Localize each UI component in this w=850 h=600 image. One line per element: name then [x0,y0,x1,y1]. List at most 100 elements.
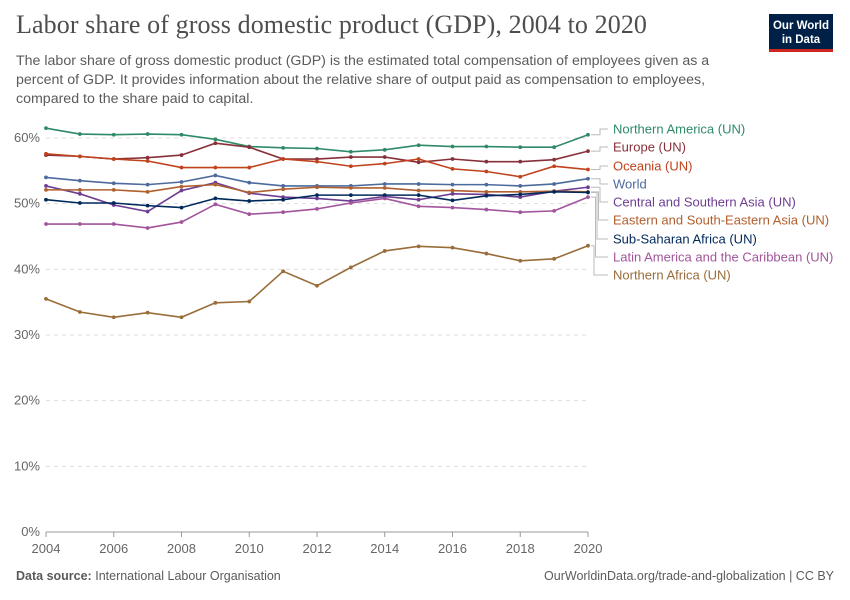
data-point [281,145,286,150]
y-tick-label: 30% [14,327,40,342]
data-point [552,208,557,213]
data-point [348,164,353,169]
data-point [44,197,48,202]
data-point [348,193,353,198]
data-point [281,269,286,274]
chart-subtitle: The labor share of gross domestic produc… [16,53,710,107]
data-point [552,157,557,162]
data-point [348,149,353,154]
data-point [348,186,353,190]
series-label: Northern America (UN) [613,122,745,137]
data-point [44,151,48,156]
data-point [348,155,353,159]
data-point [111,201,116,205]
data-point [450,205,455,210]
data-point [111,222,116,226]
data-point [450,182,455,187]
data-point [382,155,387,159]
data-point [416,244,421,249]
data-point [179,205,184,210]
data-point [145,189,150,194]
data-point [77,310,82,314]
label-connector [591,146,608,152]
data-point [213,173,218,178]
source-url[interactable]: OurWorldinData.org/trade-and-globalizati… [544,569,834,583]
series-label: Northern Africa (UN) [613,268,731,283]
data-point [213,182,218,187]
data-point [213,141,218,146]
data-point [382,249,387,253]
data-point [145,132,150,136]
data-point [179,184,184,189]
series-label: Sub-Saharan Africa (UN) [613,232,757,247]
data-point [416,204,421,209]
data-point [145,226,150,230]
data-point [586,167,590,172]
data-point [77,132,82,136]
x-tick-label: 2008 [167,541,196,556]
chart-title: Labor share of gross domestic product (G… [16,10,648,39]
label-connector [591,165,608,171]
data-point [518,145,523,150]
data-point [315,196,319,201]
data-point [315,185,319,190]
x-tick-label: 2010 [235,541,264,556]
data-point [179,180,184,184]
data-point [518,210,523,215]
label-connector [591,191,608,221]
data-point [382,161,387,166]
data-point [484,251,489,256]
data-point [213,137,218,142]
x-tick-label: 2016 [438,541,467,556]
series-line [46,196,589,229]
data-point [450,191,455,196]
data-point [552,145,557,150]
data-point [416,188,421,193]
data-point [586,195,590,200]
data-source-value[interactable]: International Labour Organisation [95,569,281,583]
data-point [315,146,319,151]
data-point [315,207,319,211]
data-point [44,184,48,188]
data-point [213,202,218,207]
label-connector [591,192,608,240]
data-point [247,180,252,185]
data-point [518,189,523,194]
data-point [281,197,286,202]
owid-logo[interactable]: Our World in Data [769,14,833,52]
data-point [518,159,523,164]
data-point [450,198,455,203]
x-tick-label: 2020 [574,541,603,556]
data-point [77,201,82,205]
data-point [111,157,116,161]
data-point [518,258,523,263]
data-point [213,300,218,305]
data-point [416,182,421,186]
data-point [450,157,455,161]
data-point [382,196,387,201]
data-point [44,126,48,131]
data-point [552,182,557,186]
data-point [315,193,319,198]
label-connector [591,128,608,136]
data-point [145,203,150,208]
data-point [382,182,387,186]
data-point [586,185,590,190]
data-point [416,160,421,165]
data-point [416,143,421,148]
data-point [450,144,455,149]
data-point [145,182,150,187]
data-point [145,209,150,214]
data-point [179,132,184,137]
data-point [111,187,116,192]
data-point [315,283,319,288]
y-tick-label: 10% [14,458,40,473]
series-label: Europe (UN) [613,140,686,155]
data-point [247,299,252,304]
data-point [247,165,252,170]
data-point [450,245,455,250]
y-tick-label: 0% [21,524,40,539]
data-point [450,188,455,193]
data-point [111,132,116,137]
data-point [77,191,82,196]
